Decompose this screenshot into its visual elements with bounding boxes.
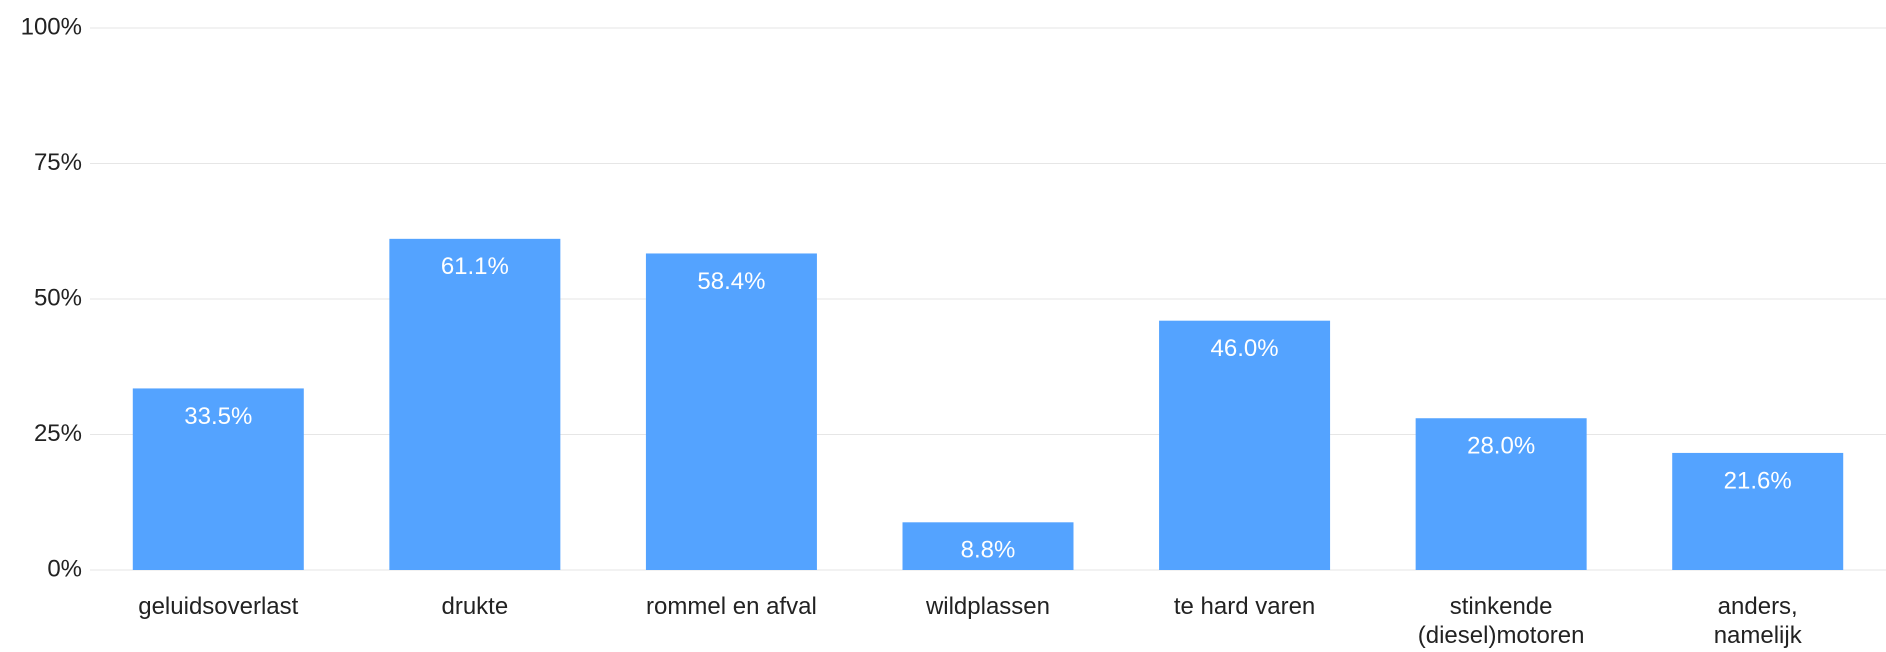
x-tick-label: te hard varen [1173,593,1316,620]
bar [902,522,1074,570]
x-tick-label: drukte [441,593,509,620]
value-label: 58.4% [697,268,765,295]
bar [1159,320,1331,570]
y-tick-label: 100% [21,13,82,40]
y-tick-label: 0% [47,555,82,582]
bar [1415,418,1587,570]
value-label: 8.8% [961,537,1016,564]
y-tick-label: 75% [34,149,82,176]
bar [132,388,304,570]
bar [1672,452,1844,570]
bar [645,253,817,571]
bar [389,238,561,570]
y-tick-label: 50% [34,284,82,311]
x-tick-label: geluidsoverlast [138,593,299,620]
value-label: 21.6% [1724,467,1792,494]
value-label: 61.1% [441,253,509,280]
x-tick-label: anders, namelijk [1713,593,1802,649]
value-label: 33.5% [184,403,252,430]
x-tick-label: wildplassen [925,593,1051,620]
value-label: 28.0% [1467,433,1535,460]
x-tick-label: stinkende (diesel)motoren [1417,593,1585,649]
y-tick-label: 25% [34,420,82,447]
value-label: 46.0% [1211,335,1279,362]
x-tick-label: rommel en afval [646,593,817,620]
